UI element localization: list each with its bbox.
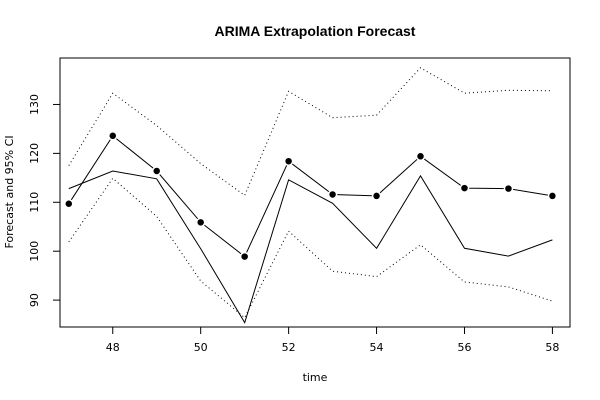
y-tick-label: 110 (28, 192, 41, 213)
y-axis-label: Forecast and 95% CI (3, 135, 16, 248)
y-tick-label: 90 (28, 293, 41, 307)
series-line-actual (68, 170, 553, 324)
y-tick-label: 100 (28, 241, 41, 262)
points-layer (64, 131, 558, 262)
y-tick-label: 120 (28, 143, 41, 164)
x-tick-label: 58 (545, 341, 559, 354)
forecast-point (239, 251, 250, 262)
x-tick-label: 50 (194, 341, 208, 354)
forecast-point (371, 191, 382, 201)
y-axis: 90 100 110 120 130 (28, 94, 61, 307)
y-tick-label: 130 (28, 94, 41, 115)
forecast-point (327, 189, 338, 200)
forecast-point (459, 183, 470, 193)
forecast-point (151, 166, 162, 176)
forecast-point (108, 131, 118, 141)
x-tick-label: 54 (370, 341, 384, 354)
forecast-point (547, 191, 558, 201)
x-tick-label: 52 (282, 341, 296, 354)
x-axis-label: time (303, 371, 328, 384)
chart-title: ARIMA Extrapolation Forecast (215, 23, 416, 39)
forecast-point (415, 151, 426, 162)
x-tick-label: 48 (106, 341, 120, 354)
forecast-point (503, 183, 514, 194)
forecast-point (195, 217, 206, 228)
x-axis: 48 50 52 54 56 58 (106, 326, 559, 354)
forecast-point (64, 198, 74, 209)
x-tick-label: 56 (457, 341, 471, 354)
series-line-forecast (68, 135, 553, 258)
forecast-point (283, 156, 294, 166)
series-layer (68, 67, 553, 324)
